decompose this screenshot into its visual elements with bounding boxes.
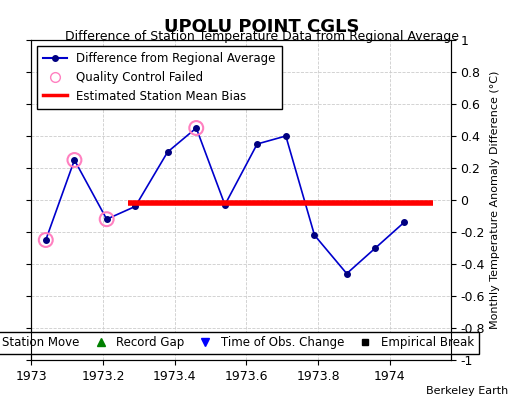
Point — [41, 237, 50, 243]
Point — [70, 157, 79, 163]
Legend: Station Move, Record Gap, Time of Obs. Change, Empirical Break: Station Move, Record Gap, Time of Obs. C… — [0, 332, 478, 354]
Text: Berkeley Earth: Berkeley Earth — [426, 386, 508, 396]
Text: Difference of Station Temperature Data from Regional Average: Difference of Station Temperature Data f… — [65, 30, 459, 43]
Point — [192, 125, 201, 131]
Y-axis label: Monthly Temperature Anomaly Difference (°C): Monthly Temperature Anomaly Difference (… — [490, 71, 500, 329]
Point — [103, 216, 111, 222]
Text: UPOLU POINT CGLS: UPOLU POINT CGLS — [164, 18, 360, 36]
